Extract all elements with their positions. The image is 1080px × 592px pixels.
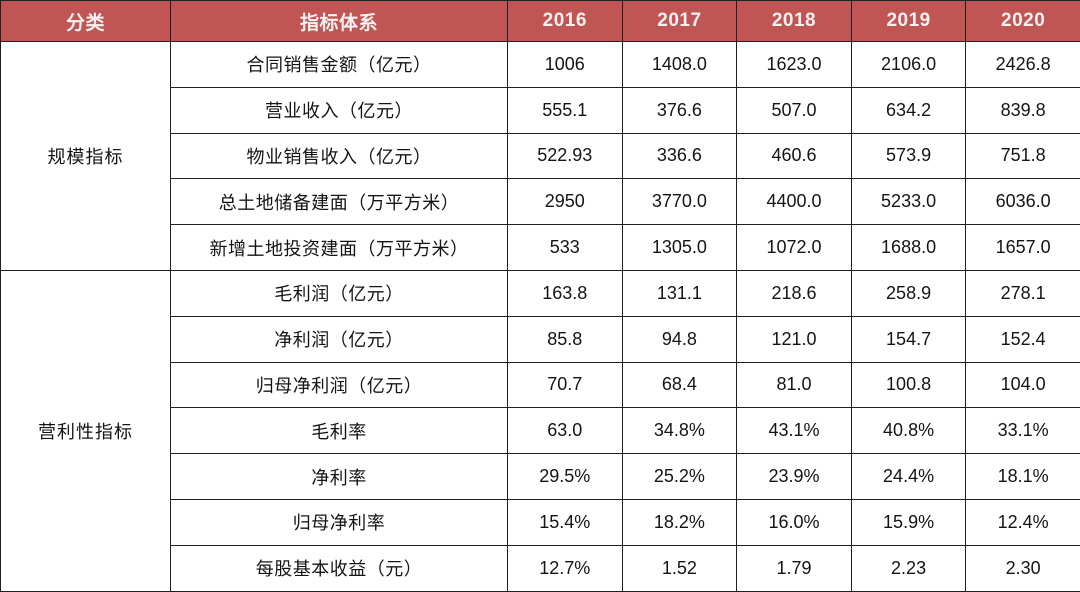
header-indicator-system: 指标体系 — [171, 1, 508, 42]
indicator-label: 物业销售收入（亿元） — [171, 133, 508, 179]
cell-value: 16.0% — [737, 499, 852, 545]
cell-value: 751.8 — [966, 133, 1080, 179]
indicator-label: 归母净利润（亿元） — [171, 362, 508, 408]
cell-value: 43.1% — [737, 408, 852, 454]
cell-value: 573.9 — [851, 133, 966, 179]
header-year-2018: 2018 — [737, 1, 852, 42]
cell-value: 634.2 — [851, 87, 966, 133]
cell-value: 2.30 — [966, 545, 1080, 591]
cell-value: 218.6 — [737, 270, 852, 316]
cell-value: 154.7 — [851, 316, 966, 362]
indicator-label: 净利润（亿元） — [171, 316, 508, 362]
cell-value: 1.52 — [622, 545, 737, 591]
cell-value: 15.9% — [851, 499, 966, 545]
cell-value: 121.0 — [737, 316, 852, 362]
cell-value: 2426.8 — [966, 42, 1080, 88]
financial-indicators-table: 分类 指标体系 2016 2017 2018 2019 2020 规模指标合同销… — [0, 0, 1080, 579]
table-header: 分类 指标体系 2016 2017 2018 2019 2020 — [1, 1, 1080, 42]
cell-value: 12.7% — [508, 545, 623, 591]
cell-value: 63.0 — [508, 408, 623, 454]
cell-value: 1.79 — [737, 545, 852, 591]
cell-value: 555.1 — [508, 87, 623, 133]
cell-value: 2106.0 — [851, 42, 966, 88]
cell-value: 4400.0 — [737, 179, 852, 225]
indicator-label: 归母净利率 — [171, 499, 508, 545]
cell-value: 1408.0 — [622, 42, 737, 88]
header-year-2020: 2020 — [966, 1, 1080, 42]
cell-value: 6036.0 — [966, 179, 1080, 225]
cell-value: 278.1 — [966, 270, 1080, 316]
group-label: 营利性指标 — [1, 270, 171, 591]
indicator-label: 每股基本收益（元） — [171, 545, 508, 591]
cell-value: 29.5% — [508, 454, 623, 500]
cell-value: 533 — [508, 225, 623, 271]
cell-value: 1305.0 — [622, 225, 737, 271]
indicator-label: 毛利率 — [171, 408, 508, 454]
header-year-2016: 2016 — [508, 1, 623, 42]
cell-value: 23.9% — [737, 454, 852, 500]
cell-value: 18.2% — [622, 499, 737, 545]
indicator-label: 净利率 — [171, 454, 508, 500]
cell-value: 5233.0 — [851, 179, 966, 225]
cell-value: 1623.0 — [737, 42, 852, 88]
cell-value: 507.0 — [737, 87, 852, 133]
cell-value: 2.23 — [851, 545, 966, 591]
cell-value: 131.1 — [622, 270, 737, 316]
indicator-label: 合同销售金额（亿元） — [171, 42, 508, 88]
header-category: 分类 — [1, 1, 171, 42]
cell-value: 3770.0 — [622, 179, 737, 225]
cell-value: 25.2% — [622, 454, 737, 500]
cell-value: 12.4% — [966, 499, 1080, 545]
cell-value: 1657.0 — [966, 225, 1080, 271]
indicator-label: 营业收入（亿元） — [171, 87, 508, 133]
header-row: 分类 指标体系 2016 2017 2018 2019 2020 — [1, 1, 1080, 42]
cell-value: 18.1% — [966, 454, 1080, 500]
cell-value: 68.4 — [622, 362, 737, 408]
cell-value: 258.9 — [851, 270, 966, 316]
header-year-2019: 2019 — [851, 1, 966, 42]
cell-value: 81.0 — [737, 362, 852, 408]
cell-value: 34.8% — [622, 408, 737, 454]
indicator-label: 新增土地投资建面（万平方米） — [171, 225, 508, 271]
cell-value: 15.4% — [508, 499, 623, 545]
cell-value: 94.8 — [622, 316, 737, 362]
header-year-2017: 2017 — [622, 1, 737, 42]
cell-value: 104.0 — [966, 362, 1080, 408]
cell-value: 163.8 — [508, 270, 623, 316]
cell-value: 85.8 — [508, 316, 623, 362]
group-label: 规模指标 — [1, 42, 171, 271]
indicator-label: 总土地储备建面（万平方米） — [171, 179, 508, 225]
cell-value: 839.8 — [966, 87, 1080, 133]
cell-value: 522.93 — [508, 133, 623, 179]
indicator-label: 毛利润（亿元） — [171, 270, 508, 316]
cell-value: 1006 — [508, 42, 623, 88]
cell-value: 24.4% — [851, 454, 966, 500]
cell-value: 460.6 — [737, 133, 852, 179]
cell-value: 40.8% — [851, 408, 966, 454]
cell-value: 1072.0 — [737, 225, 852, 271]
cell-value: 152.4 — [966, 316, 1080, 362]
cell-value: 336.6 — [622, 133, 737, 179]
cell-value: 1688.0 — [851, 225, 966, 271]
cell-value: 100.8 — [851, 362, 966, 408]
cell-value: 33.1% — [966, 408, 1080, 454]
cell-value: 376.6 — [622, 87, 737, 133]
cell-value: 2950 — [508, 179, 623, 225]
cell-value: 70.7 — [508, 362, 623, 408]
